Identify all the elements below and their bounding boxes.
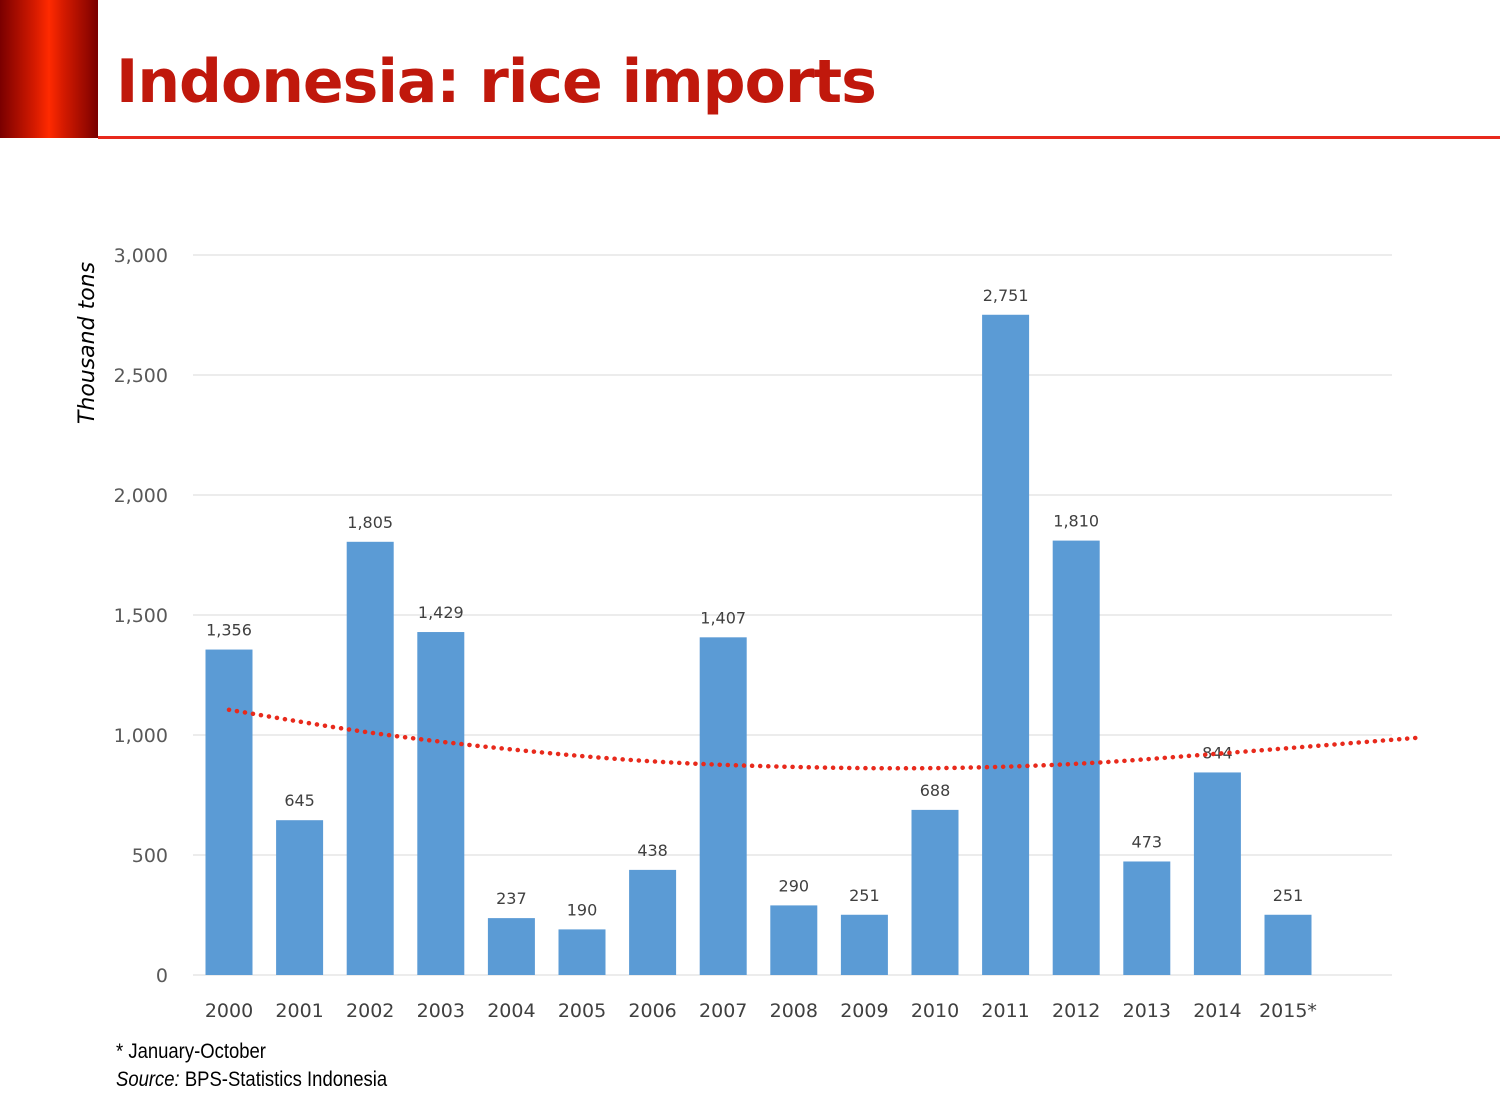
x-tick-label: 2015*	[1259, 1000, 1317, 1022]
bar	[346, 541, 394, 975]
x-tick-label: 2008	[770, 1000, 818, 1022]
x-tick-label: 2000	[205, 1000, 253, 1022]
data-label: 645	[284, 791, 315, 810]
source-text: BPS-Statistics Indonesia	[179, 1068, 388, 1091]
y-tick-label: 1,000	[114, 725, 168, 747]
data-label: 1,810	[1053, 512, 1099, 531]
title-divider	[98, 136, 1500, 139]
y-tick-label: 3,000	[114, 245, 168, 267]
y-tick-label: 500	[132, 845, 168, 867]
data-label: 251	[849, 886, 880, 905]
data-label: 844	[1202, 743, 1233, 762]
data-label: 2,751	[983, 286, 1029, 305]
bar	[911, 809, 959, 975]
x-tick-label: 2011	[981, 1000, 1029, 1022]
x-tick-label: 2012	[1052, 1000, 1100, 1022]
footnote: * January-October	[116, 1040, 266, 1063]
bar	[1193, 772, 1241, 975]
bar	[840, 914, 888, 975]
bar	[699, 637, 747, 975]
bar	[558, 929, 606, 975]
data-label: 290	[779, 876, 810, 895]
x-tick-label: 2013	[1123, 1000, 1171, 1022]
y-tick-label: 2,000	[114, 485, 168, 507]
bar	[1123, 861, 1171, 975]
bar	[770, 905, 818, 975]
x-tick-label: 2002	[346, 1000, 394, 1022]
data-label: 237	[496, 889, 527, 908]
data-label: 438	[637, 841, 668, 860]
title-accent-bar	[0, 0, 98, 138]
x-tick-label: 2004	[487, 1000, 535, 1022]
bar	[1052, 540, 1100, 975]
x-tick-label: 2010	[911, 1000, 959, 1022]
bar	[982, 314, 1030, 975]
x-tick-label: 2009	[840, 1000, 888, 1022]
x-tick-label: 2014	[1193, 1000, 1241, 1022]
data-label: 190	[567, 900, 598, 919]
y-tick-label: 0	[156, 965, 168, 987]
y-tick-label: 1,500	[114, 605, 168, 627]
y-axis-label: Thousand tons	[75, 262, 100, 424]
x-tick-label: 2007	[699, 1000, 747, 1022]
data-label: 688	[920, 781, 951, 800]
bar	[276, 820, 324, 975]
source-label: Source:	[116, 1068, 180, 1091]
data-label: 1,356	[206, 621, 252, 640]
bar	[1264, 914, 1312, 975]
bar	[417, 632, 465, 975]
bar	[629, 869, 677, 975]
y-tick-label: 2,500	[114, 365, 168, 387]
x-tick-label: 2001	[275, 1000, 323, 1022]
x-tick-label: 2005	[558, 1000, 606, 1022]
bar	[205, 649, 253, 975]
data-label: 473	[1132, 832, 1163, 851]
data-label: 1,805	[347, 513, 393, 532]
data-label: 251	[1273, 886, 1304, 905]
source-note: Source: BPS-Statistics Indonesia	[116, 1068, 387, 1092]
page-title: Indonesia: rice imports	[116, 47, 877, 117]
x-tick-label: 2006	[628, 1000, 676, 1022]
data-label: 1,429	[418, 603, 464, 622]
bar	[487, 918, 535, 975]
trendline	[226, 707, 1425, 771]
x-tick-label: 2003	[417, 1000, 465, 1022]
data-label: 1,407	[700, 608, 746, 627]
